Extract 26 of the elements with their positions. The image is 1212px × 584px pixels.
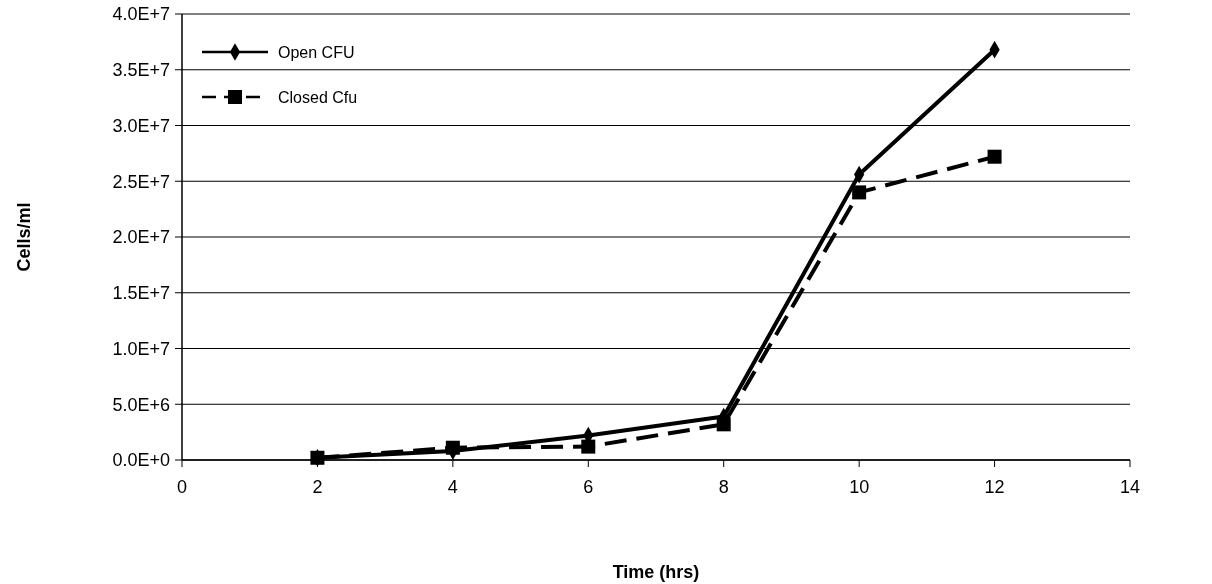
x-tick-label: 8 — [718, 477, 729, 497]
x-axis-title: Time (hrs) — [612, 562, 700, 582]
y-axis-title: Cells/ml — [14, 202, 34, 272]
x-tick-label: 4 — [447, 477, 458, 497]
legend-label: Closed Cfu — [278, 88, 358, 106]
y-tick-label: 2.5E+7 — [112, 171, 170, 192]
y-tick-label: 0.0E+0 — [112, 450, 170, 471]
point — [716, 417, 731, 432]
y-tick-label: 5.0E+6 — [112, 394, 170, 415]
x-tick-label: 6 — [583, 477, 594, 497]
y-tick-label: 4.0E+7 — [112, 4, 170, 25]
point — [852, 185, 867, 200]
legend-label: Open CFU — [278, 43, 355, 61]
x-tick-label: 0 — [176, 477, 188, 497]
y-tick-label: 2.0E+7 — [112, 227, 170, 248]
x-tick-label: 2 — [312, 477, 323, 497]
point — [581, 439, 596, 454]
point — [987, 149, 1002, 164]
x-tick-label: 14 — [1119, 477, 1141, 497]
y-tick-label: 3.0E+7 — [112, 115, 170, 136]
x-tick-label: 10 — [849, 477, 870, 497]
x-tick-label: 12 — [984, 477, 1005, 497]
point — [445, 440, 460, 455]
y-tick-label: 1.5E+7 — [112, 283, 170, 304]
y-tick-label: 3.5E+7 — [112, 60, 170, 81]
y-tick-label: 1.0E+7 — [112, 338, 170, 359]
